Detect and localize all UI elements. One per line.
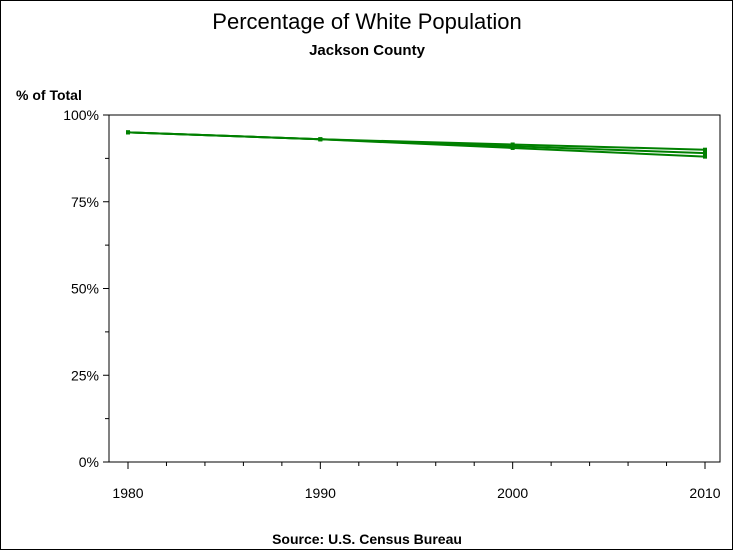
data-point	[126, 130, 130, 135]
data-point	[703, 147, 707, 152]
data-point	[510, 145, 515, 150]
y-tick-label: 100%	[63, 107, 99, 123]
series-layer	[126, 130, 707, 159]
series-line	[127, 131, 706, 158]
y-tick-label: 75%	[71, 194, 99, 210]
y-axis-label: % of Total	[16, 87, 82, 103]
x-tick-label: 1990	[305, 485, 336, 501]
data-point	[703, 151, 707, 156]
y-tick-label: 0%	[79, 454, 99, 470]
plot-area	[108, 114, 721, 463]
chart-title: Percentage of White Population	[212, 9, 521, 34]
chart-subtitle: Jackson County	[309, 42, 426, 59]
y-tick-label: 25%	[71, 367, 99, 383]
data-point	[703, 154, 707, 159]
y-tick-label: 50%	[71, 281, 99, 297]
x-tick-label: 1980	[112, 485, 143, 501]
ticks-layer: 0% 25% 50% 75% 100% 1980 1990 2000 2010	[63, 107, 721, 501]
data-point	[510, 142, 515, 147]
source-note: Source: U.S. Census Bureau	[272, 531, 462, 547]
data-point	[318, 137, 323, 142]
x-tick-label: 2010	[689, 485, 720, 501]
x-tick-label: 2000	[497, 485, 528, 501]
